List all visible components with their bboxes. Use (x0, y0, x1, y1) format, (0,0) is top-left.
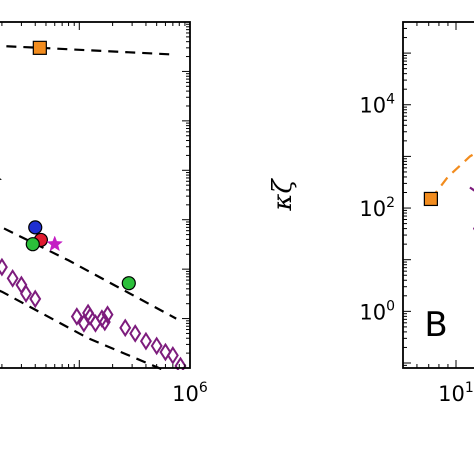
x-tick-label: 101 (438, 380, 474, 406)
arrow-head (0, 178, 2, 181)
diamond-marker (98, 312, 111, 332)
diamond-marker (174, 356, 187, 370)
star-marker (46, 235, 64, 252)
panel-a: 104106 (0, 21, 208, 406)
y-tick-label: 102 (359, 195, 395, 221)
diamond-marker (29, 289, 42, 309)
diamond-marker (70, 307, 83, 326)
fit-line (430, 152, 474, 200)
circle-marker (28, 220, 43, 235)
fit-line (469, 186, 474, 192)
fit-line (0, 289, 167, 370)
circle-marker (121, 276, 136, 291)
fit-line (0, 44, 173, 56)
x-tick-label: 106 (172, 380, 208, 406)
diamond-marker (159, 342, 172, 362)
y-axis-label: κζ (268, 178, 298, 212)
y-tick-label: 100 (359, 298, 395, 324)
diamond-marker (15, 275, 28, 295)
panel-b: 101 100 102 104 Bκζ (268, 21, 474, 406)
diamond-marker (101, 305, 114, 325)
axes-frame (0, 21, 191, 369)
diamond-marker (0, 257, 8, 277)
diamond-marker (150, 336, 163, 356)
diamond-marker (139, 331, 152, 351)
panel-label: B (424, 305, 447, 345)
diamond-marker (129, 324, 142, 343)
axes-frame (402, 21, 474, 369)
diamond-marker (166, 346, 179, 365)
diamond-marker (6, 269, 19, 288)
circle-marker (25, 237, 40, 252)
diamond-marker (89, 314, 102, 333)
fit-line (0, 225, 177, 320)
diamond-marker (20, 284, 32, 303)
square-marker (32, 40, 47, 55)
square-marker (423, 191, 438, 207)
diamond-marker (119, 318, 132, 338)
y-tick-label: 104 (359, 92, 395, 118)
